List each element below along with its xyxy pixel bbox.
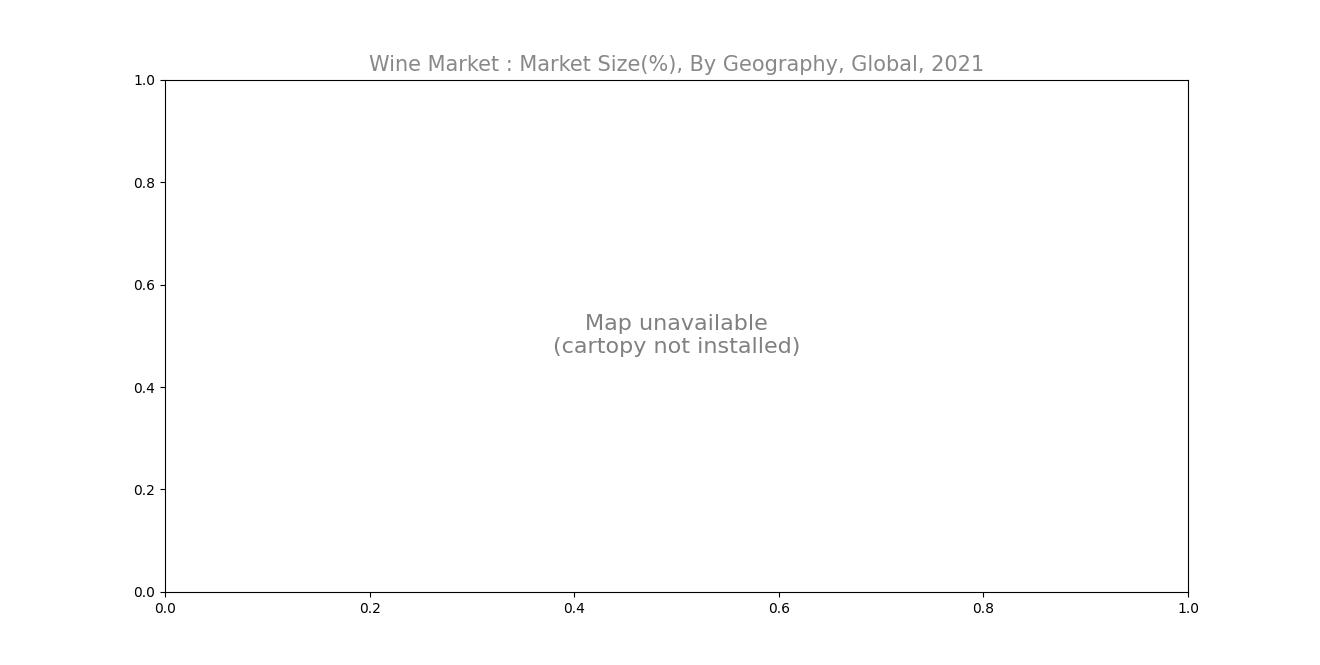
Text: Map unavailable
(cartopy not installed): Map unavailable (cartopy not installed) [553, 315, 800, 357]
Title: Wine Market : Market Size(%), By Geography, Global, 2021: Wine Market : Market Size(%), By Geograp… [368, 55, 985, 75]
